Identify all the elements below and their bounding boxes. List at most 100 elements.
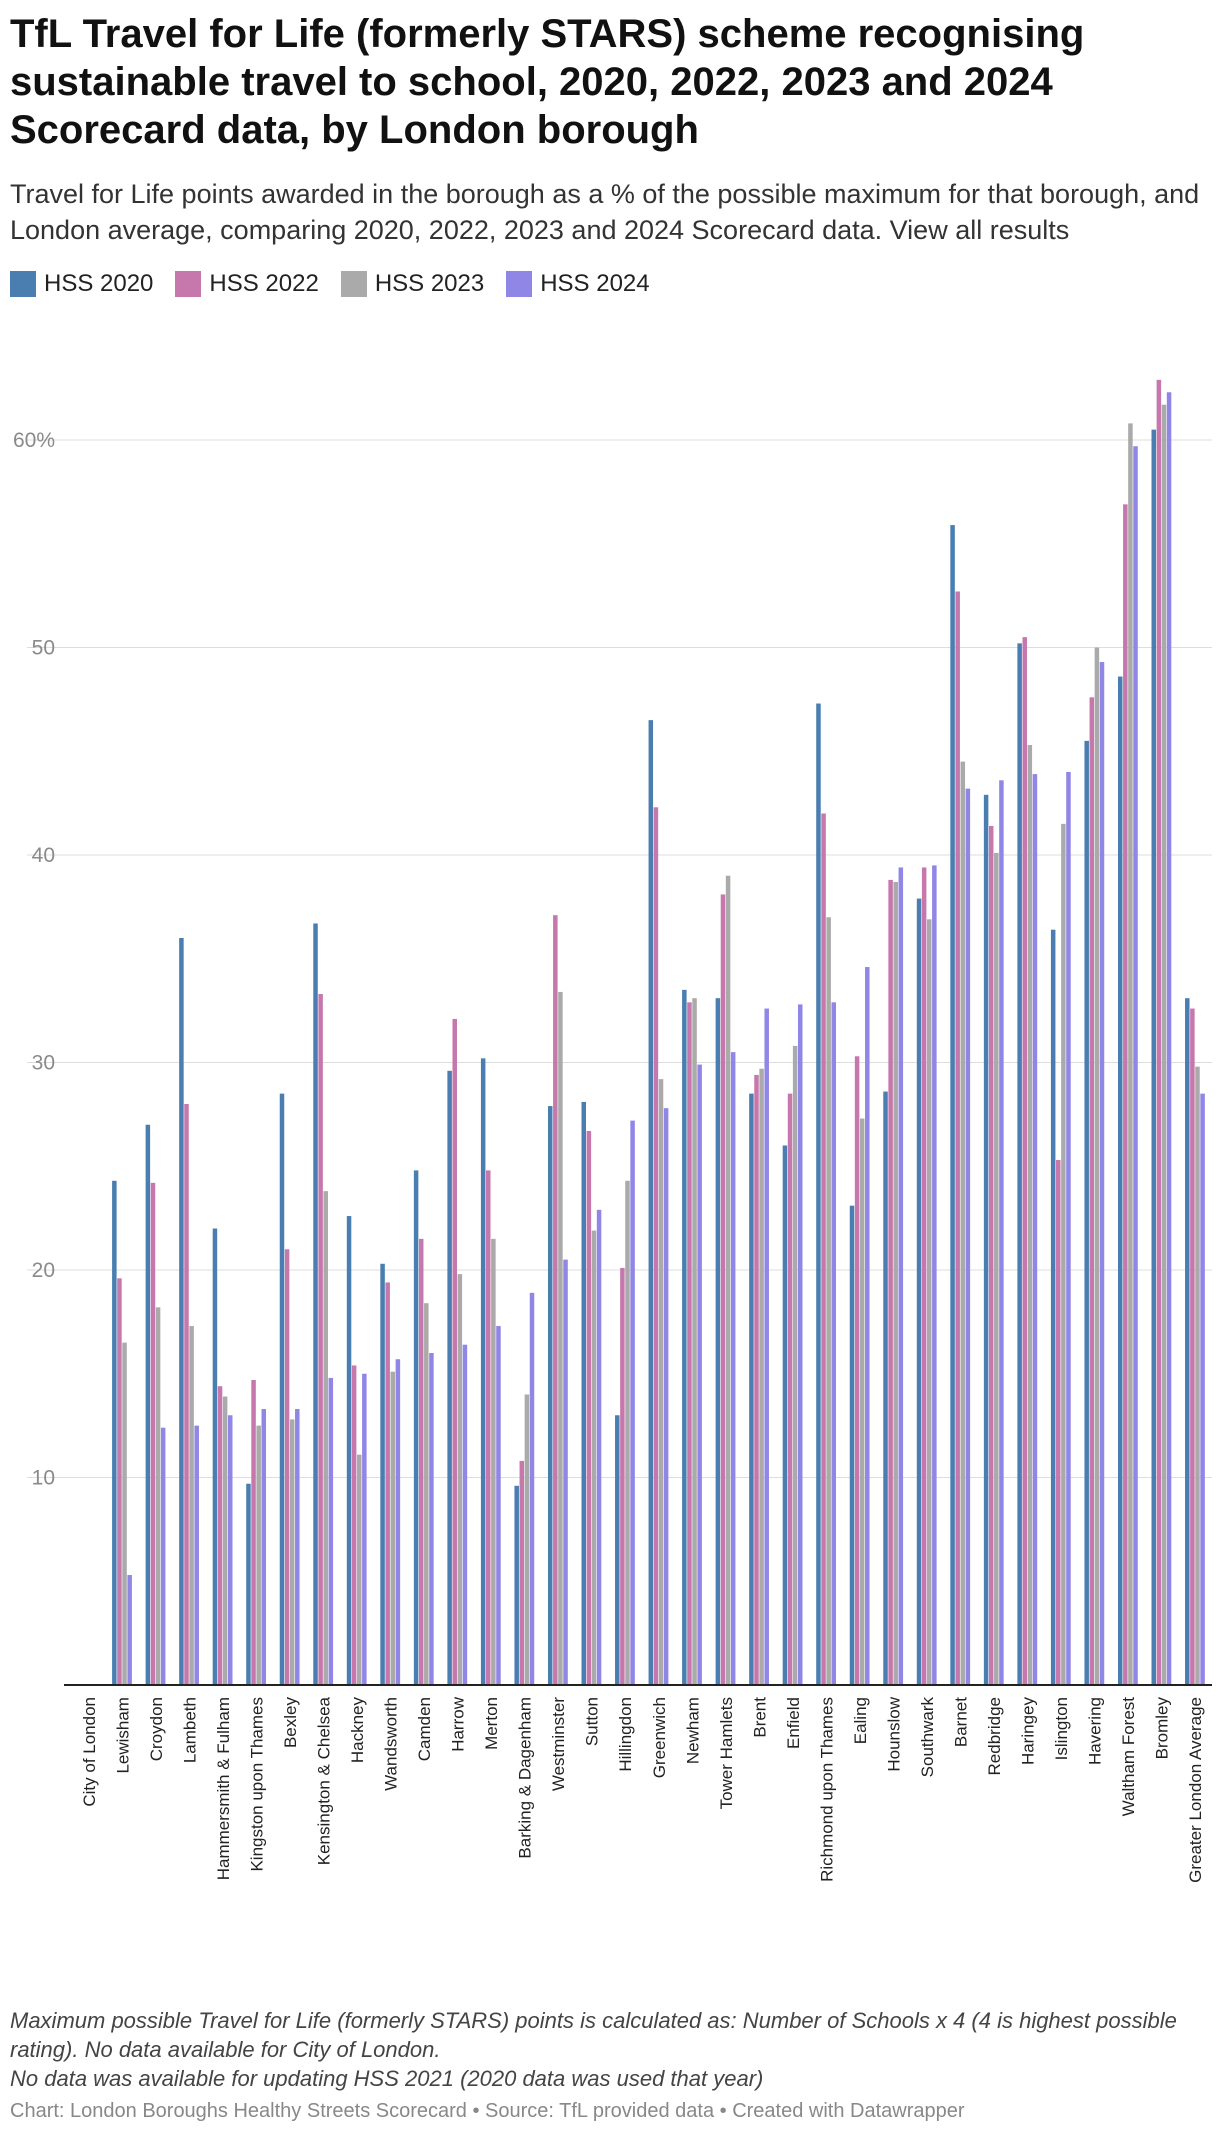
bar [1089, 697, 1095, 1685]
bar [328, 1377, 334, 1685]
x-category-label: Hackney [348, 1697, 367, 1764]
chart-legend: HSS 2020 HSS 2022 HSS 2023 HSS 2024 [10, 270, 650, 298]
bar [615, 1415, 620, 1685]
bar [486, 1170, 491, 1685]
bar [921, 867, 927, 1685]
bar [1094, 647, 1100, 1685]
bar [960, 761, 966, 1685]
legend-label: HSS 2024 [540, 270, 650, 297]
bar [950, 525, 955, 1686]
bar [797, 1004, 803, 1685]
bar [888, 879, 893, 1685]
bar [759, 1068, 764, 1685]
legend-swatch [175, 271, 202, 297]
bar [782, 1145, 788, 1685]
bar [849, 1205, 855, 1685]
bar [692, 998, 697, 1685]
bar [514, 1485, 519, 1685]
legend-label: HSS 2023 [374, 270, 485, 297]
bar [1195, 1066, 1200, 1685]
bar [865, 967, 870, 1685]
legend-item-hss-2020: HSS 2020 [10, 270, 153, 298]
bar [184, 1104, 189, 1685]
x-category-label: Hammersmith & Fulham [214, 1697, 233, 1880]
bar [715, 998, 721, 1685]
x-category-label: Lambeth [180, 1697, 199, 1763]
bar [351, 1365, 357, 1685]
bar [480, 1058, 486, 1685]
x-category-label: Barnet [952, 1697, 971, 1747]
bar [529, 1292, 535, 1685]
bar [447, 1070, 452, 1685]
bar [462, 1344, 468, 1685]
bar [279, 1093, 285, 1685]
bar [1156, 379, 1162, 1686]
bar [217, 1386, 223, 1685]
bar [491, 1238, 496, 1685]
bar [117, 1278, 122, 1685]
bar [988, 825, 994, 1685]
bar [112, 1180, 117, 1685]
bar [883, 1091, 888, 1685]
x-category-label: Bexley [281, 1697, 300, 1749]
y-tick-label: 50 [32, 637, 55, 660]
x-category-label: Havering [1086, 1697, 1105, 1765]
note-line: Maximum possible Travel for Life (former… [10, 2008, 1177, 2062]
bar [1050, 929, 1056, 1685]
bar [816, 703, 821, 1685]
bar [687, 1002, 692, 1685]
bar [965, 788, 971, 1685]
bar [194, 1425, 199, 1685]
x-category-label: Hillingdon [616, 1697, 635, 1772]
bar [1161, 404, 1167, 1686]
x-category-label: Westminster [549, 1697, 568, 1791]
x-category-label: Greater London Average [1186, 1697, 1205, 1883]
bar [916, 898, 922, 1685]
bar [553, 915, 558, 1685]
bar [630, 1120, 635, 1685]
x-category-label: Croydon [147, 1697, 166, 1761]
bar [122, 1342, 127, 1685]
bar [1133, 446, 1138, 1686]
x-category-label: City of London [80, 1697, 99, 1807]
bar [256, 1425, 261, 1685]
legend-item-hss-2024: HSS 2024 [506, 270, 650, 298]
bar [586, 1130, 592, 1685]
bar [854, 1056, 860, 1685]
bar [323, 1191, 328, 1685]
bar [413, 1170, 419, 1685]
bar [932, 865, 937, 1685]
x-category-label: Wandsworth [382, 1697, 401, 1791]
bar [697, 1064, 702, 1685]
bar [145, 1124, 151, 1685]
bar [1117, 676, 1123, 1685]
x-category-label: Hounslow [884, 1696, 903, 1771]
chart-subtitle: Travel for Life points awarded in the bo… [10, 179, 1200, 245]
bar [189, 1326, 194, 1685]
bar [927, 919, 932, 1685]
bar [150, 1182, 156, 1685]
x-category-label: Haringey [1019, 1697, 1038, 1766]
x-category-label: Redbridge [985, 1697, 1004, 1775]
note-line: No data was available for updating HSS 2… [10, 2066, 764, 2091]
bar [898, 867, 904, 1685]
chart-notes: Maximum possible Travel for Life (former… [10, 2006, 1210, 2093]
bar [859, 1118, 865, 1685]
legend-swatch [10, 271, 36, 297]
y-tick-label: 20 [32, 1259, 55, 1282]
bar [1151, 429, 1157, 1685]
bar [994, 852, 999, 1685]
x-category-label: Ealing [851, 1697, 870, 1744]
x-category-label: Kingston upon Thames [247, 1697, 266, 1872]
legend-swatch [506, 271, 533, 297]
bar [222, 1396, 228, 1685]
bar [362, 1373, 367, 1685]
bar [1032, 774, 1038, 1685]
bar [429, 1353, 434, 1685]
bar [893, 881, 898, 1685]
bar [983, 794, 989, 1685]
x-category-label: Newham [683, 1697, 702, 1764]
bar [596, 1209, 602, 1685]
bar [749, 1093, 754, 1685]
bar [1084, 740, 1089, 1685]
